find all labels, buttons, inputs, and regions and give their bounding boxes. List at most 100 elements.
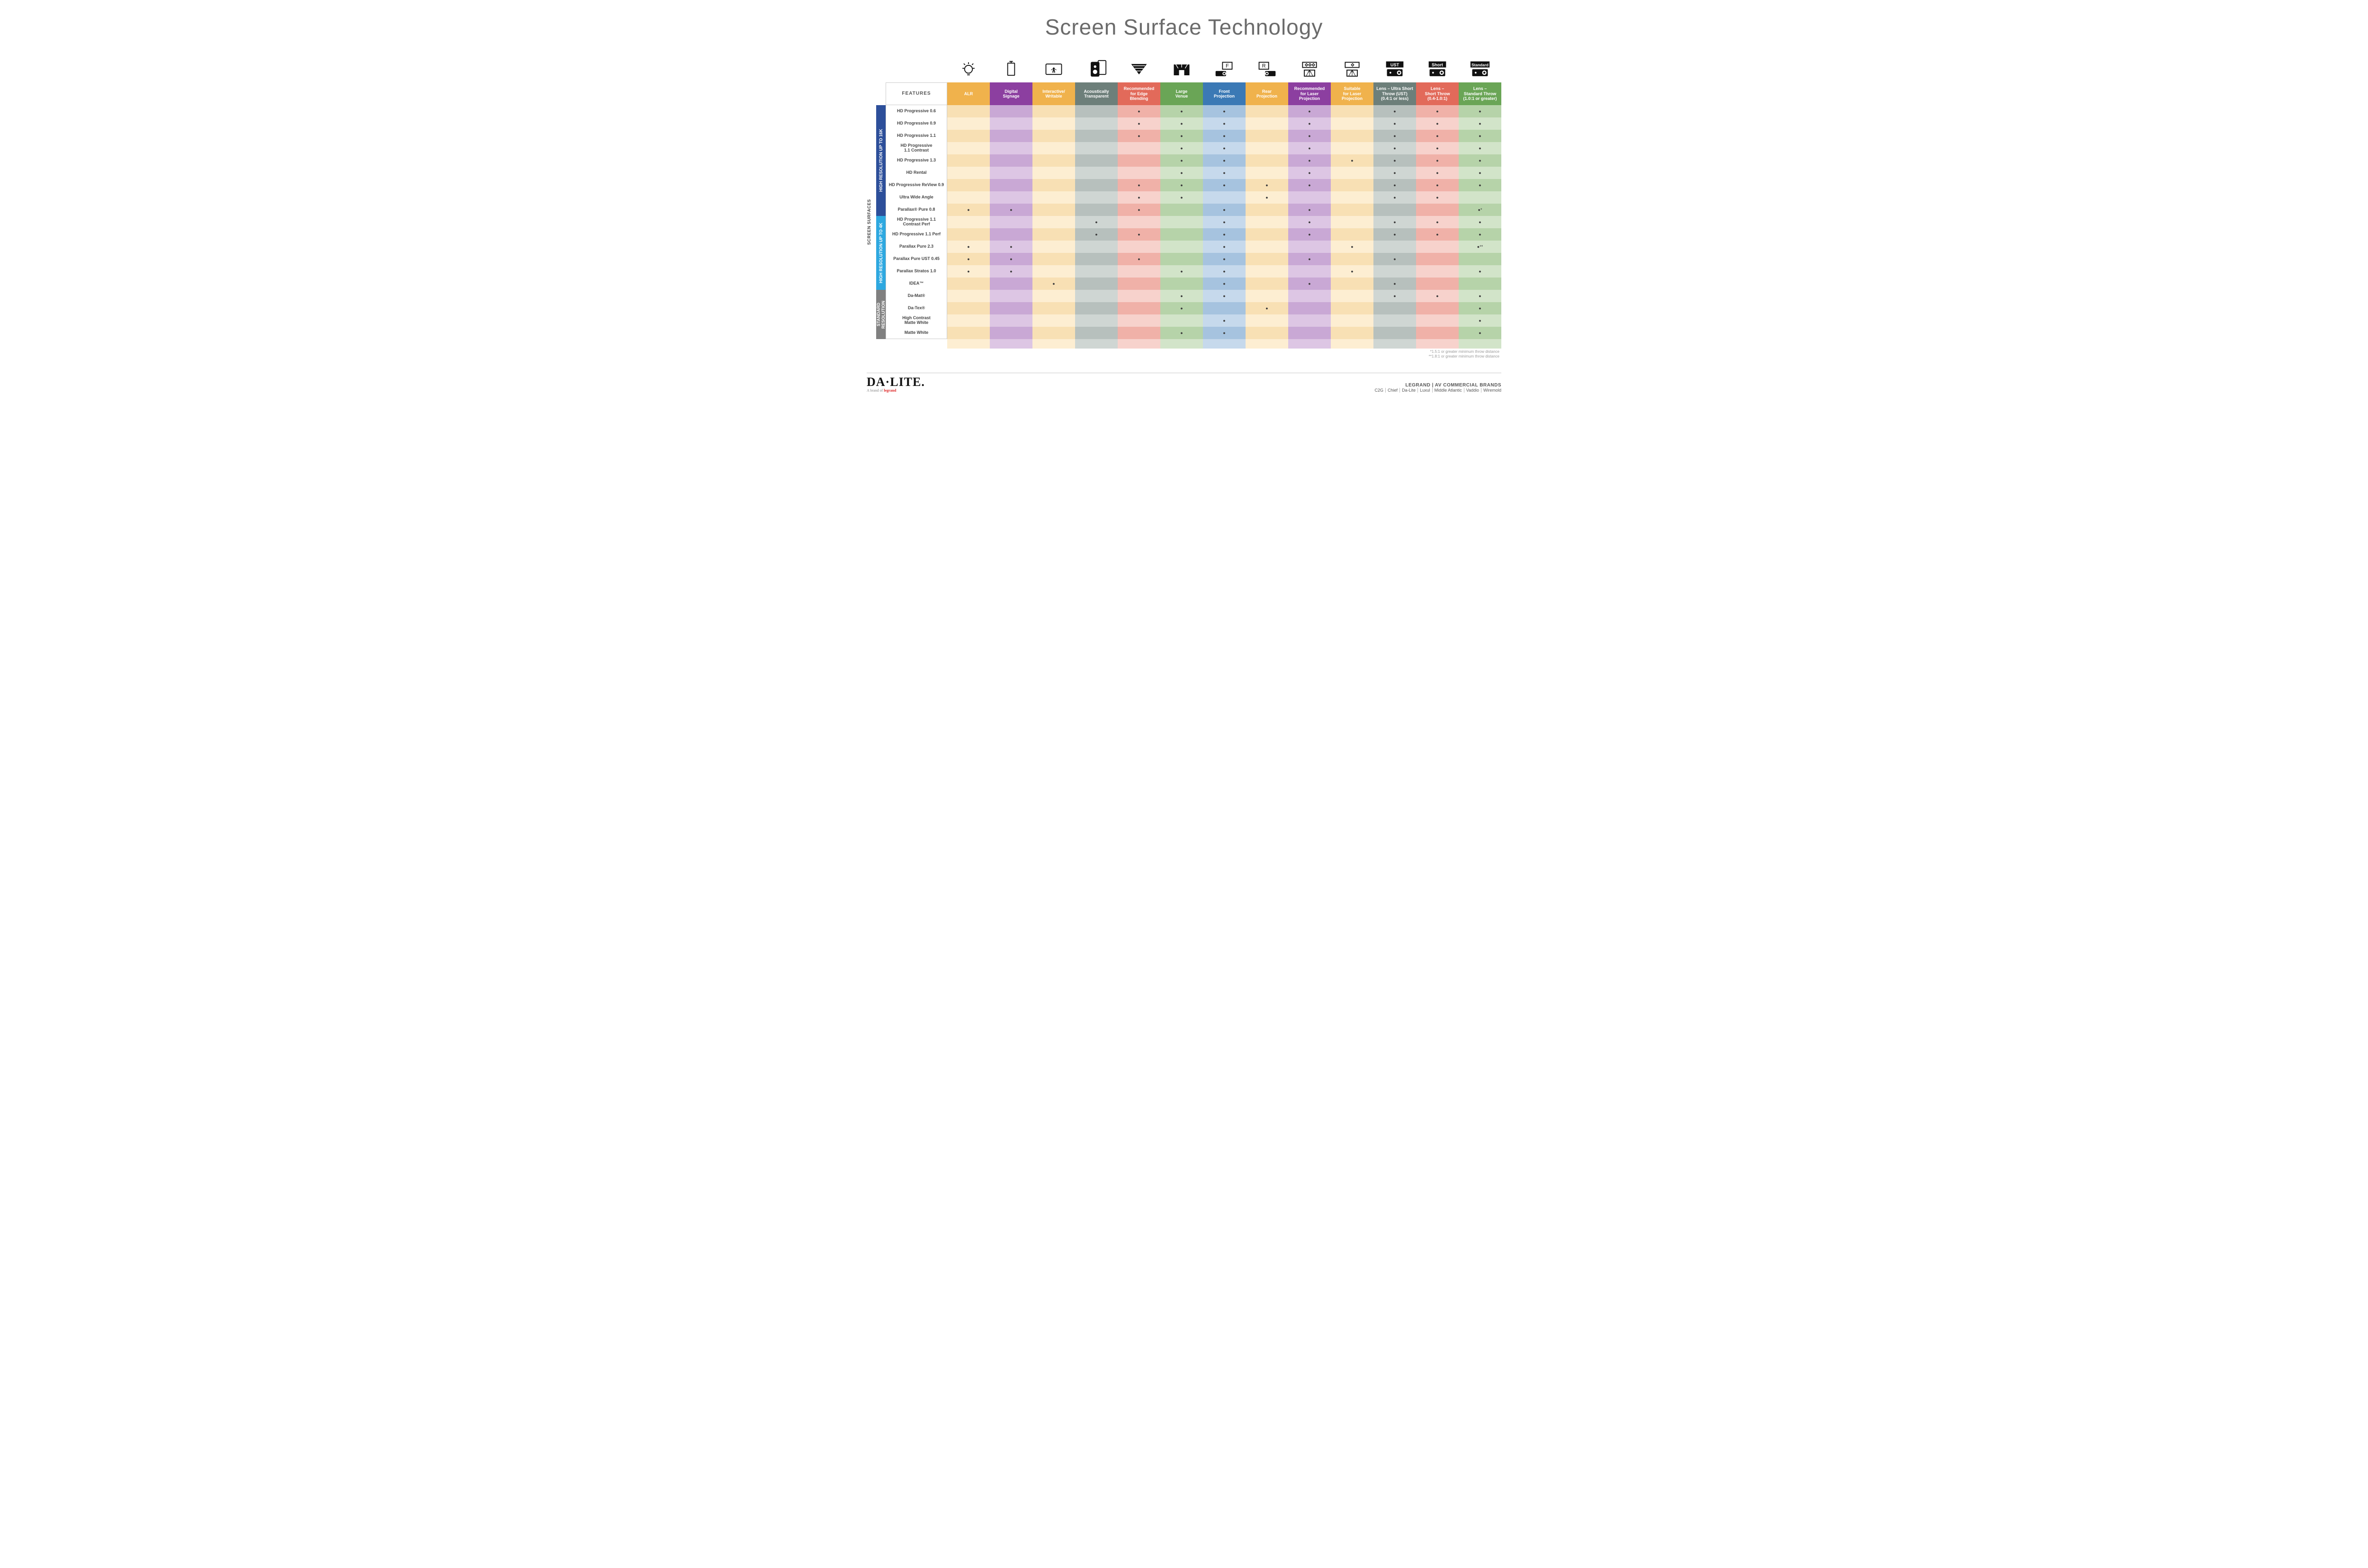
cell	[990, 167, 1032, 179]
cell	[1118, 253, 1160, 265]
footer-tint	[1288, 339, 1331, 349]
footer-tint	[1331, 339, 1373, 349]
cell	[1246, 154, 1288, 167]
cell	[1416, 228, 1459, 241]
cell	[1203, 228, 1246, 241]
cell	[947, 265, 990, 278]
icon-row: FRUSTShortStandard	[867, 54, 1501, 81]
cell	[1203, 278, 1246, 290]
row-label: Parallax Pure UST 0.45	[886, 253, 947, 265]
cell	[1373, 167, 1416, 179]
cell	[1203, 253, 1246, 265]
cell	[947, 117, 990, 130]
cell	[1459, 130, 1501, 142]
cell	[1118, 179, 1160, 191]
row-label: HD Progressive 1.3	[886, 154, 947, 167]
cell	[1373, 241, 1416, 253]
cell	[1331, 327, 1373, 339]
cell	[1373, 105, 1416, 117]
footer-tint	[1075, 339, 1118, 349]
cell	[1331, 191, 1373, 204]
cell	[1075, 117, 1118, 130]
footer-tint	[990, 339, 1032, 349]
cell	[1118, 191, 1160, 204]
cell	[1246, 117, 1288, 130]
cell	[1288, 179, 1331, 191]
cell	[1203, 314, 1246, 327]
cell	[1331, 253, 1373, 265]
row-label: Matte White	[886, 327, 947, 339]
cell	[1118, 241, 1160, 253]
cell	[1246, 302, 1288, 314]
column-icon-9	[1331, 54, 1373, 81]
category-label-2: STANDARDRESOLUTION	[876, 290, 886, 339]
column-icon-8	[1288, 54, 1331, 81]
cell	[1246, 314, 1288, 327]
cell	[990, 314, 1032, 327]
cell	[1459, 290, 1501, 302]
cell	[1160, 216, 1203, 228]
cell	[1203, 241, 1246, 253]
cell	[1203, 179, 1246, 191]
cell	[947, 130, 990, 142]
cell	[1331, 130, 1373, 142]
row-label: Da-Tex®	[886, 302, 947, 314]
cell	[1075, 278, 1118, 290]
cell	[1459, 228, 1501, 241]
cell	[1331, 142, 1373, 154]
cell	[1203, 142, 1246, 154]
cell	[1416, 130, 1459, 142]
cell	[1075, 302, 1118, 314]
row-label: HD Rental	[886, 167, 947, 179]
col-header-10: Lens – Ultra ShortThrow (UST)(0.4:1 or l…	[1373, 82, 1416, 105]
footer-tint	[1246, 339, 1288, 349]
col-header-7: RearProjection	[1246, 82, 1288, 105]
cell	[1118, 228, 1160, 241]
cell	[947, 105, 990, 117]
cell	[1288, 216, 1331, 228]
cell	[1160, 314, 1203, 327]
cell	[1032, 327, 1075, 339]
cell	[1118, 105, 1160, 117]
col-header-1: DigitalSignage	[990, 82, 1032, 105]
cell	[947, 167, 990, 179]
cell	[1373, 302, 1416, 314]
surface-chart: SCREEN SURFACESFEATURESALRDigitalSignage…	[867, 82, 1501, 359]
footer-tint	[1118, 339, 1160, 349]
cell	[1331, 241, 1373, 253]
cell	[1075, 204, 1118, 216]
row-label: Parallax® Pure 0.8	[886, 204, 947, 216]
cell	[1203, 105, 1246, 117]
cell	[1203, 327, 1246, 339]
cell	[1032, 105, 1075, 117]
cell	[990, 228, 1032, 241]
cell	[1331, 314, 1373, 327]
cell	[1416, 105, 1459, 117]
cell	[1160, 105, 1203, 117]
cell	[1416, 204, 1459, 216]
footnotes: *1.5:1 or greater minimum throw distance…	[886, 349, 1501, 359]
cell	[1373, 142, 1416, 154]
column-icon-10: UST	[1373, 54, 1416, 81]
cell: ●*	[1459, 204, 1501, 216]
cell	[1032, 216, 1075, 228]
footer-brands: C2GChiefDa-LiteLuxulMiddle AtlanticVaddi…	[1373, 388, 1501, 393]
cell	[1246, 265, 1288, 278]
cell	[990, 191, 1032, 204]
footer: DA·LITE. A brand of legrand LEGRAND | AV…	[867, 373, 1501, 393]
cell	[1032, 302, 1075, 314]
column-icon-4	[1118, 54, 1160, 81]
cell	[1288, 167, 1331, 179]
cell	[1459, 253, 1501, 265]
cell: ●**	[1459, 241, 1501, 253]
col-header-8: Recommendedfor LaserProjection	[1288, 82, 1331, 105]
cell	[1203, 154, 1246, 167]
cell	[1459, 216, 1501, 228]
cell	[1288, 204, 1331, 216]
cell	[1118, 302, 1160, 314]
cell	[1075, 142, 1118, 154]
cell	[1118, 117, 1160, 130]
cell	[1032, 241, 1075, 253]
cell	[1160, 204, 1203, 216]
cell	[1459, 278, 1501, 290]
